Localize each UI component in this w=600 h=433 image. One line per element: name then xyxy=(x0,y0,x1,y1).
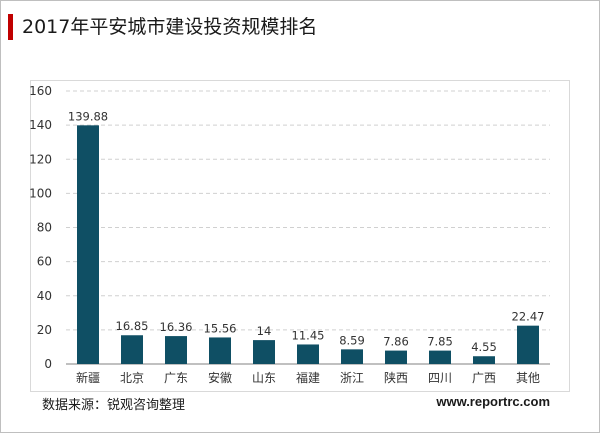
y-tick-label: 0 xyxy=(44,357,52,371)
y-tick-label: 160 xyxy=(29,84,52,98)
plot-area-border xyxy=(30,80,570,392)
data-label: 22.47 xyxy=(512,310,545,324)
chart-title: 2017年平安城市建设投资规模排名 xyxy=(22,16,318,38)
x-tick-label: 浙江 xyxy=(340,371,364,385)
source-note: 数据来源：锐观咨询整理 xyxy=(42,398,186,413)
bar xyxy=(429,350,451,364)
bar xyxy=(209,337,231,364)
x-tick-label: 其他 xyxy=(516,371,540,385)
data-label: 4.55 xyxy=(471,340,497,354)
data-label: 15.56 xyxy=(204,321,237,335)
x-tick-label: 广东 xyxy=(164,371,188,385)
y-tick-label: 80 xyxy=(37,221,52,235)
data-label: 7.86 xyxy=(383,335,409,349)
data-label: 11.45 xyxy=(292,328,325,342)
data-label: 8.59 xyxy=(339,333,365,347)
bar xyxy=(473,356,495,364)
website-label: www.reportrc.com xyxy=(436,394,550,409)
bar xyxy=(341,349,363,364)
bar xyxy=(253,340,275,364)
data-label: 16.85 xyxy=(116,319,149,333)
bar xyxy=(121,335,143,364)
x-tick-label: 山东 xyxy=(252,371,276,385)
x-tick-label: 新疆 xyxy=(76,370,100,385)
y-tick-label: 140 xyxy=(29,118,52,132)
x-tick-label: 广西 xyxy=(472,371,496,385)
x-tick-label: 北京 xyxy=(120,371,144,385)
y-tick-label: 120 xyxy=(29,152,52,166)
title-accent-bar xyxy=(8,14,13,40)
x-tick-label: 四川 xyxy=(428,371,452,385)
y-tick-label: 40 xyxy=(37,289,52,303)
y-tick-label: 60 xyxy=(37,255,52,269)
x-tick-label: 陕西 xyxy=(384,370,408,385)
bar xyxy=(385,350,407,364)
bar xyxy=(297,344,319,364)
x-tick-label: 福建 xyxy=(296,370,320,385)
data-label: 7.85 xyxy=(427,335,453,349)
x-tick-label: 安徽 xyxy=(208,370,232,385)
data-label: 14 xyxy=(257,324,272,338)
bar xyxy=(517,325,539,364)
bar xyxy=(77,125,99,365)
y-tick-label: 20 xyxy=(37,323,52,337)
y-tick-label: 100 xyxy=(29,186,52,200)
data-label: 16.36 xyxy=(160,320,193,334)
bar xyxy=(165,336,187,364)
data-label: 139.88 xyxy=(68,109,108,123)
